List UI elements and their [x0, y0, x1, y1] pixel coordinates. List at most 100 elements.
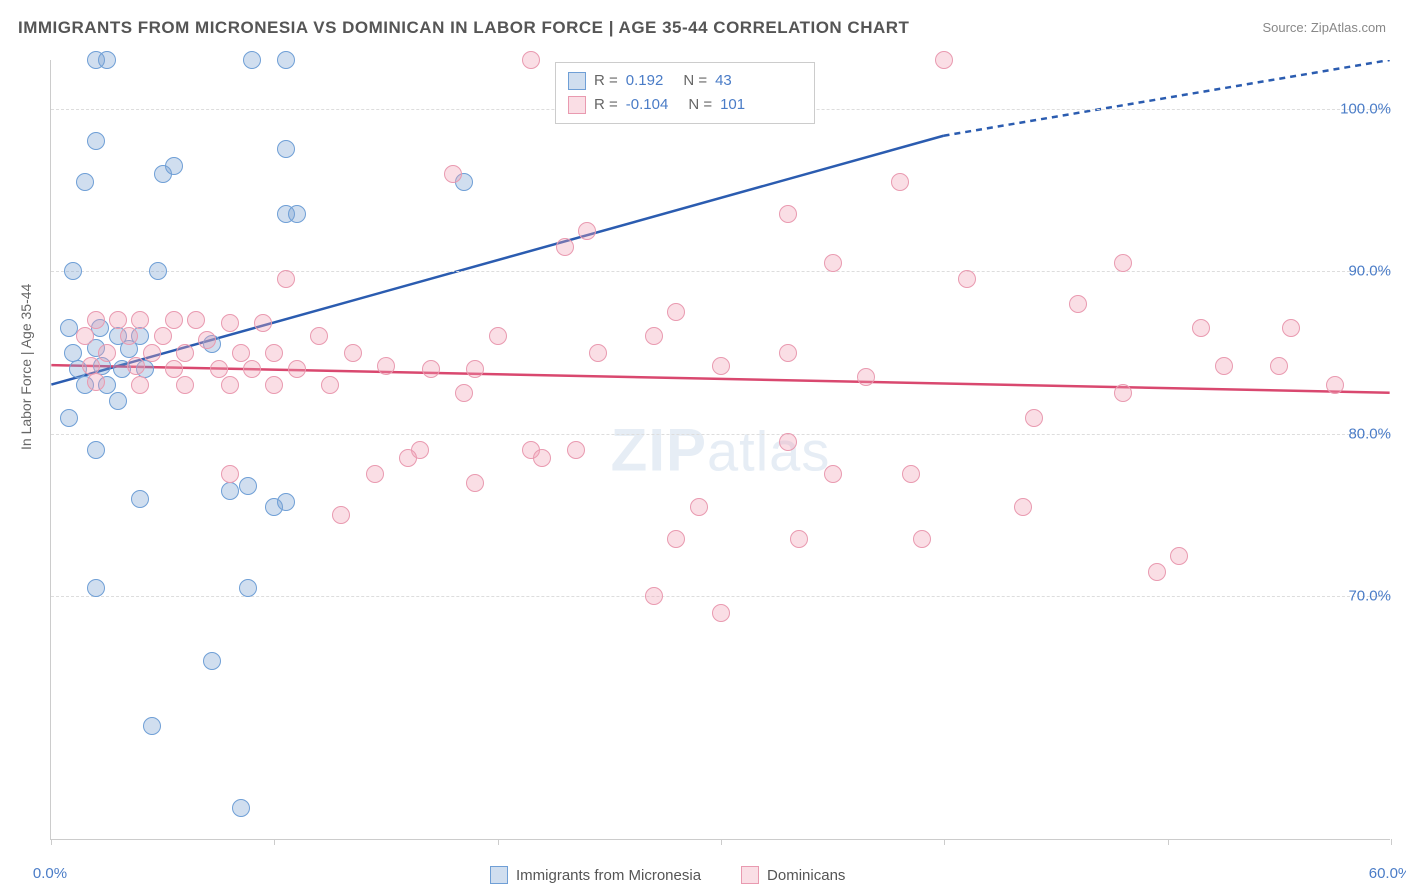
trend-lines	[51, 60, 1390, 839]
scatter-point	[232, 344, 250, 362]
scatter-point	[221, 482, 239, 500]
scatter-point	[98, 344, 116, 362]
xtick	[1391, 839, 1392, 845]
ytick-label: 80.0%	[1348, 425, 1391, 442]
scatter-point	[790, 530, 808, 548]
scatter-point	[64, 344, 82, 362]
scatter-point	[958, 270, 976, 288]
scatter-point	[87, 311, 105, 329]
scatter-point	[165, 360, 183, 378]
series-legend-item-2: Dominicans	[741, 866, 845, 884]
scatter-point	[645, 587, 663, 605]
scatter-point	[277, 493, 295, 511]
scatter-point	[187, 311, 205, 329]
series-legend-item-1: Immigrants from Micronesia	[490, 866, 701, 884]
scatter-point	[239, 477, 257, 495]
scatter-point	[143, 717, 161, 735]
plot-area: ZIPatlas	[50, 60, 1390, 840]
scatter-point	[556, 238, 574, 256]
source-label: Source: ZipAtlas.com	[1262, 20, 1386, 35]
scatter-point	[176, 376, 194, 394]
scatter-point	[243, 51, 261, 69]
scatter-point	[902, 465, 920, 483]
scatter-point	[131, 376, 149, 394]
scatter-point	[165, 311, 183, 329]
scatter-point	[455, 384, 473, 402]
scatter-point	[366, 465, 384, 483]
scatter-point	[1326, 376, 1344, 394]
xtick	[498, 839, 499, 845]
scatter-point	[288, 360, 306, 378]
gridline-h	[51, 271, 1390, 272]
scatter-point	[1025, 409, 1043, 427]
scatter-point	[1148, 563, 1166, 581]
scatter-point	[203, 652, 221, 670]
scatter-point	[232, 799, 250, 817]
scatter-point	[60, 409, 78, 427]
scatter-point	[891, 173, 909, 191]
scatter-point	[176, 344, 194, 362]
scatter-point	[1014, 498, 1032, 516]
scatter-point	[87, 579, 105, 597]
legend-swatch-series-1	[490, 866, 508, 884]
chart-container: IMMIGRANTS FROM MICRONESIA VS DOMINICAN …	[0, 0, 1406, 892]
legend-swatch-series-2	[741, 866, 759, 884]
scatter-point	[1170, 547, 1188, 565]
scatter-point	[109, 392, 127, 410]
scatter-point	[466, 474, 484, 492]
watermark-rest: atlas	[707, 419, 830, 482]
scatter-point	[254, 314, 272, 332]
xtick-label: 60.0%	[1369, 865, 1406, 882]
scatter-point	[1114, 254, 1132, 272]
scatter-point	[779, 205, 797, 223]
scatter-point	[935, 51, 953, 69]
scatter-point	[198, 331, 216, 349]
gridline-h	[51, 596, 1390, 597]
scatter-point	[165, 157, 183, 175]
series-name-2: Dominicans	[767, 867, 845, 884]
scatter-point	[578, 222, 596, 240]
legend-r-label: R =	[594, 93, 618, 117]
scatter-point	[239, 579, 257, 597]
scatter-point	[1215, 357, 1233, 375]
scatter-point	[1192, 319, 1210, 337]
ytick-label: 70.0%	[1348, 588, 1391, 605]
scatter-point	[1069, 295, 1087, 313]
series-name-1: Immigrants from Micronesia	[516, 867, 701, 884]
scatter-point	[712, 357, 730, 375]
scatter-point	[344, 344, 362, 362]
scatter-point	[210, 360, 228, 378]
scatter-point	[310, 327, 328, 345]
scatter-point	[154, 327, 172, 345]
scatter-point	[567, 441, 585, 459]
scatter-point	[522, 51, 540, 69]
scatter-point	[277, 270, 295, 288]
scatter-point	[1282, 319, 1300, 337]
scatter-point	[1114, 384, 1132, 402]
series-legend: Immigrants from Micronesia Dominicans	[490, 866, 845, 884]
scatter-point	[824, 465, 842, 483]
xtick	[944, 839, 945, 845]
scatter-point	[712, 604, 730, 622]
legend-r-label: R =	[594, 69, 618, 93]
scatter-point	[76, 327, 94, 345]
scatter-point	[690, 498, 708, 516]
legend-swatch-1	[568, 72, 586, 90]
scatter-point	[127, 357, 145, 375]
legend-n-label: N =	[683, 69, 707, 93]
scatter-point	[667, 530, 685, 548]
y-axis-label: In Labor Force | Age 35-44	[18, 284, 34, 450]
legend-n-label: N =	[688, 93, 712, 117]
scatter-point	[779, 344, 797, 362]
legend-r-value-2: -0.104	[626, 93, 669, 117]
scatter-point	[589, 344, 607, 362]
scatter-point	[399, 449, 417, 467]
watermark-bold: ZIP	[611, 416, 707, 483]
scatter-point	[64, 262, 82, 280]
scatter-point	[120, 327, 138, 345]
correlation-legend: R = 0.192 N = 43 R = -0.104 N = 101	[555, 62, 815, 124]
scatter-point	[489, 327, 507, 345]
xtick	[274, 839, 275, 845]
legend-row-2: R = -0.104 N = 101	[568, 93, 802, 117]
legend-n-value-2: 101	[720, 93, 745, 117]
